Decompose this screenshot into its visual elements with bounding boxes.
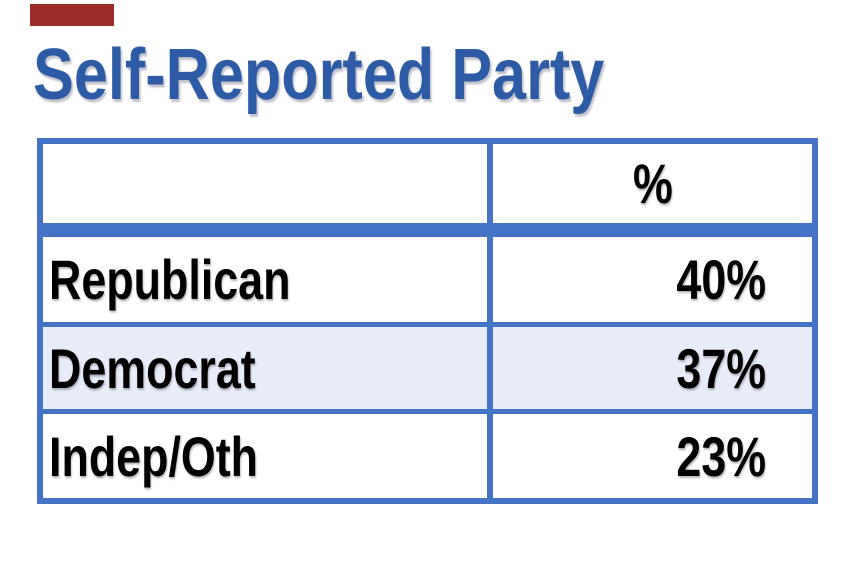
table-row-republican: Republican 40% [43, 237, 812, 327]
row-value-cell: 23% [493, 414, 812, 498]
row-value: 40% [676, 248, 766, 311]
percent-header-label: % [632, 152, 673, 215]
table-header-row: % [43, 144, 812, 223]
header-cell-percent: % [493, 144, 812, 223]
row-label-cell: Democrat [43, 327, 493, 409]
row-value-cell: 40% [493, 237, 812, 322]
party-table: % Republican 40% Democrat 37% Indep/Oth … [37, 138, 818, 504]
row-value: 37% [676, 336, 766, 400]
row-value: 23% [676, 424, 766, 488]
page-title-text: Self-Reported Party [33, 35, 605, 115]
row-label-cell: Republican [43, 237, 493, 322]
row-label-cell: Indep/Oth [43, 414, 493, 498]
row-value-cell: 37% [493, 327, 812, 409]
table-row-indep-oth: Indep/Oth 23% [43, 414, 812, 498]
row-label: Indep/Oth [49, 424, 259, 488]
header-separator-band [43, 223, 812, 237]
page-title: Self-Reported Party [33, 39, 705, 111]
header-cell-empty [43, 144, 493, 223]
red-marker [30, 4, 114, 26]
row-label: Republican [49, 248, 291, 311]
row-label: Democrat [49, 336, 256, 400]
table-row-democrat: Democrat 37% [43, 327, 812, 414]
